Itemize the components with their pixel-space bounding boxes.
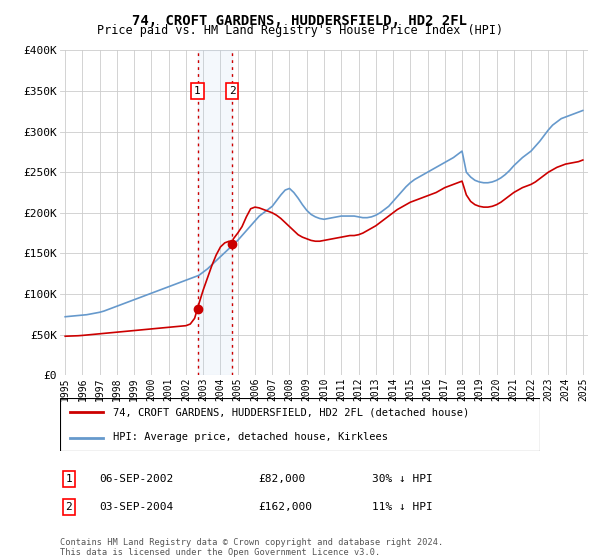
Text: 1: 1 bbox=[194, 86, 201, 96]
Text: HPI: Average price, detached house, Kirklees: HPI: Average price, detached house, Kirk… bbox=[113, 432, 388, 442]
Text: 11% ↓ HPI: 11% ↓ HPI bbox=[372, 502, 433, 512]
Text: 74, CROFT GARDENS, HUDDERSFIELD, HD2 2FL: 74, CROFT GARDENS, HUDDERSFIELD, HD2 2FL bbox=[133, 14, 467, 28]
Text: Price paid vs. HM Land Registry's House Price Index (HPI): Price paid vs. HM Land Registry's House … bbox=[97, 24, 503, 36]
Text: 2: 2 bbox=[65, 502, 73, 512]
Text: 03-SEP-2004: 03-SEP-2004 bbox=[99, 502, 173, 512]
Text: £82,000: £82,000 bbox=[258, 474, 305, 484]
Text: Contains HM Land Registry data © Crown copyright and database right 2024.
This d: Contains HM Land Registry data © Crown c… bbox=[60, 538, 443, 557]
Text: £162,000: £162,000 bbox=[258, 502, 312, 512]
Text: 74, CROFT GARDENS, HUDDERSFIELD, HD2 2FL (detached house): 74, CROFT GARDENS, HUDDERSFIELD, HD2 2FL… bbox=[113, 408, 469, 418]
Text: 30% ↓ HPI: 30% ↓ HPI bbox=[372, 474, 433, 484]
Text: 2: 2 bbox=[229, 86, 235, 96]
Bar bbox=[197, 50, 232, 375]
Text: 06-SEP-2002: 06-SEP-2002 bbox=[99, 474, 173, 484]
Text: 1: 1 bbox=[65, 474, 73, 484]
